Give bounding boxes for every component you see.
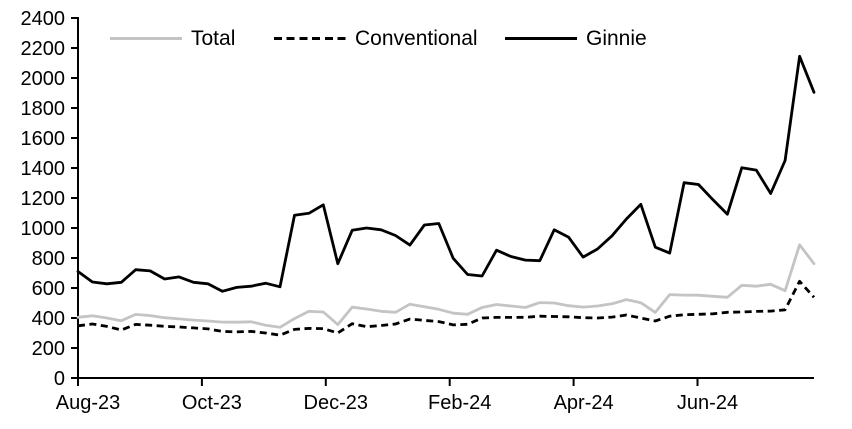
y-axis-tick-label: 2400: [21, 8, 66, 30]
y-axis-tick-label: 600: [32, 278, 65, 300]
y-axis-tick-label: 1800: [21, 98, 66, 120]
y-axis-tick-label: 1400: [21, 158, 66, 180]
y-axis-tick-label: 1600: [21, 128, 66, 150]
y-axis-tick-label: 2000: [21, 68, 66, 90]
x-axis-tick-label: Jun-24: [677, 392, 738, 414]
y-axis-tick-label: 0: [54, 368, 65, 390]
x-axis-tick-label: Apr-24: [554, 392, 614, 414]
series-line-total: [76, 243, 816, 329]
x-axis-tick-label: Dec-23: [304, 392, 368, 414]
y-axis-tick-label: 1000: [21, 218, 66, 240]
y-axis-tick-label: 2200: [21, 38, 66, 60]
y-axis-tick-label: 800: [32, 248, 65, 270]
x-axis-tick-label: Oct-23: [182, 392, 242, 414]
y-axis-tick-label: 200: [32, 338, 65, 360]
series-line-conventional: [77, 279, 816, 337]
x-axis-tick-label: Aug-23: [56, 392, 121, 414]
x-axis-tick-label: Feb-24: [428, 392, 491, 414]
y-axis-tick-label: 1200: [21, 188, 66, 210]
y-axis-tick-label: 400: [32, 308, 65, 330]
series-line-ginnie: [76, 54, 816, 293]
